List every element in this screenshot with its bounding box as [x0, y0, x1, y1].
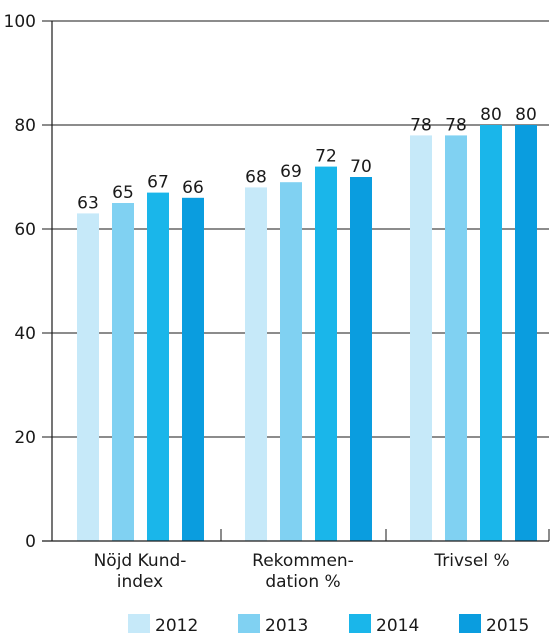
- data-label: 80: [515, 105, 537, 125]
- y-tick-label: 60: [14, 220, 36, 240]
- category-label: dation %: [265, 572, 340, 592]
- legend-label: 2012: [155, 616, 198, 635]
- axes: [42, 21, 550, 542]
- data-label: 78: [410, 115, 432, 135]
- data-label: 70: [350, 157, 372, 177]
- data-label: 65: [112, 183, 134, 203]
- legend-swatch-2014: [349, 614, 371, 633]
- y-tick-labels: 0 20 40 60 80 100: [4, 12, 36, 552]
- bar-2014-0: [147, 192, 169, 541]
- legend-swatch-2012: [128, 614, 150, 633]
- data-label: 66: [182, 178, 204, 198]
- bar-2013-2: [445, 135, 467, 541]
- data-label: 80: [480, 105, 502, 125]
- category-label: Rekommen-: [252, 551, 354, 571]
- y-tick-label: 100: [4, 12, 36, 32]
- y-tick-label: 20: [14, 428, 36, 448]
- legend-label: 2014: [376, 616, 419, 635]
- bar-2015-2: [515, 125, 537, 541]
- data-label: 72: [315, 147, 337, 167]
- bar-2013-1: [280, 182, 302, 541]
- category-labels: Nöjd Kund-index Rekommen-dation % Trivsel …: [94, 551, 510, 592]
- bar-2013-0: [112, 203, 134, 541]
- y-tick-label: 40: [14, 324, 36, 344]
- data-label: 67: [147, 173, 169, 193]
- data-label: 78: [445, 115, 467, 135]
- legend: 2012 2013 2014 2015: [128, 614, 529, 635]
- bar-2014-2: [480, 125, 502, 541]
- bars: [77, 125, 537, 542]
- y-tick-label: 0: [25, 532, 36, 552]
- data-labels: 63 68 78 65 69 78 67 72 80 66 70 80: [77, 105, 537, 213]
- data-label: 63: [77, 193, 99, 213]
- legend-label: 2015: [486, 616, 529, 635]
- bar-2015-1: [350, 177, 372, 541]
- bar-2012-2: [410, 135, 432, 541]
- data-label: 69: [280, 162, 302, 182]
- bar-2015-0: [182, 197, 204, 542]
- category-label: Nöjd Kund-: [94, 551, 187, 571]
- y-tick-label: 80: [14, 116, 36, 136]
- bar-2012-1: [245, 187, 267, 541]
- legend-label: 2013: [265, 616, 308, 635]
- legend-swatch-2015: [459, 614, 481, 633]
- category-label: Trivsel %: [433, 551, 509, 571]
- legend-swatch-2013: [238, 614, 260, 633]
- category-label: index: [117, 572, 164, 592]
- data-label: 68: [245, 167, 267, 187]
- bar-2014-1: [315, 166, 337, 541]
- bar-2012-0: [77, 213, 99, 541]
